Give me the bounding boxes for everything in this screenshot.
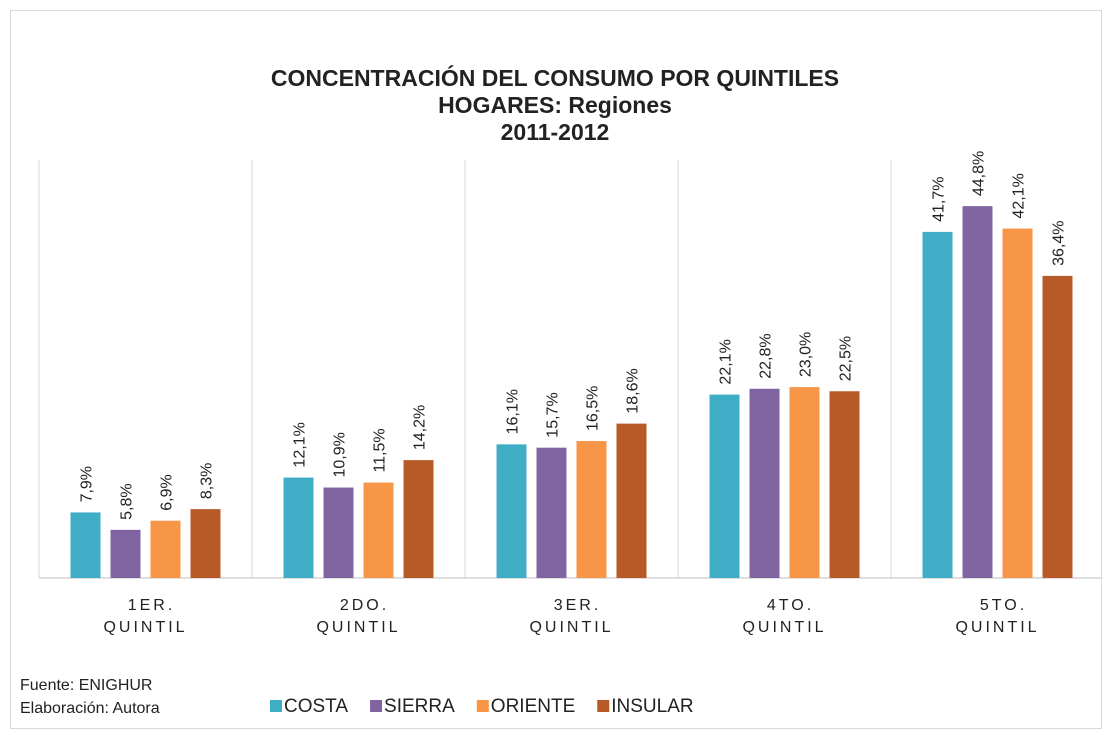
x-tick-label: 2DO. QUINTIL — [316, 597, 400, 636]
bar — [190, 509, 221, 578]
value-label: 22,5% — [838, 336, 855, 381]
chart-border — [10, 10, 1102, 729]
value-label: 10,9% — [332, 432, 349, 477]
source: Elaboración: Autora — [20, 700, 160, 717]
bar — [709, 394, 740, 578]
bar — [576, 441, 607, 578]
chart-title: CONCENTRACIÓN DEL CONSUMO POR QUINTILES — [271, 64, 839, 91]
value-label: 5,8% — [119, 483, 136, 519]
value-label: 42,1% — [1011, 173, 1028, 218]
bar — [150, 520, 181, 578]
legend-label: COSTA — [284, 696, 348, 717]
value-label: 16,5% — [585, 386, 602, 431]
bar — [363, 482, 394, 578]
legend-label: INSULAR — [611, 696, 693, 717]
value-label: 6,9% — [159, 474, 176, 510]
value-label: 44,8% — [971, 151, 988, 196]
legend-swatch — [476, 700, 489, 712]
bar — [536, 447, 567, 578]
bar — [283, 477, 314, 578]
value-label: 18,6% — [625, 368, 642, 413]
bar — [616, 423, 647, 578]
bar — [1002, 228, 1033, 578]
x-tick-label: 5TO. QUINTIL — [955, 597, 1039, 636]
value-label: 12,1% — [292, 422, 309, 467]
bar — [70, 512, 101, 578]
bar — [789, 387, 820, 578]
source: Fuente: ENIGHUR — [20, 677, 152, 694]
chart-subtitle: 2011-2012 — [501, 119, 610, 145]
legend-swatch — [370, 700, 383, 712]
bar — [749, 388, 780, 578]
value-label: 11,5% — [372, 428, 389, 472]
value-label: 23,0% — [798, 332, 815, 377]
bar — [1042, 275, 1073, 578]
bar — [403, 460, 434, 578]
legend-label: ORIENTE — [491, 696, 575, 717]
value-label: 8,3% — [199, 463, 216, 499]
legend-label: SIERRA — [384, 696, 455, 717]
value-label: 7,9% — [79, 466, 96, 502]
bar — [922, 231, 953, 578]
value-label: 41,7% — [931, 177, 948, 222]
value-label: 14,2% — [412, 405, 429, 450]
x-tick-label: 3ER. QUINTIL — [529, 597, 613, 636]
x-tick-label: 1ER. QUINTIL — [103, 597, 187, 636]
bar — [110, 529, 141, 578]
value-label: 36,4% — [1051, 221, 1068, 266]
value-label: 15,7% — [545, 392, 562, 437]
bar — [323, 487, 354, 578]
x-tick-label: 4TO. QUINTIL — [742, 597, 826, 636]
value-label: 16,1% — [505, 389, 522, 434]
chart-subtitle: HOGARES: Regiones — [438, 92, 672, 118]
bar — [829, 391, 860, 578]
value-label: 22,8% — [758, 333, 775, 378]
value-label: 22,1% — [718, 339, 735, 384]
legend-swatch — [270, 700, 282, 712]
bar — [962, 206, 993, 578]
legend-swatch — [597, 700, 610, 712]
bar — [496, 444, 527, 578]
